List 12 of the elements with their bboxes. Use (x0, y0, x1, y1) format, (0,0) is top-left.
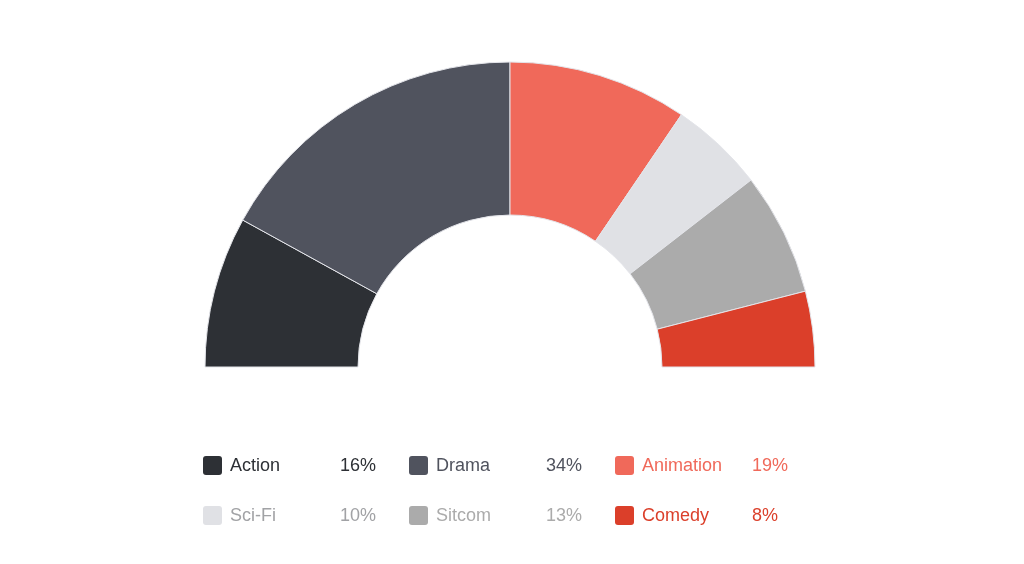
data-label: 16% (340, 454, 377, 476)
legend-label: Drama (436, 454, 491, 476)
data-label: 10% (340, 504, 377, 526)
data-label: 13% (546, 504, 583, 526)
data-label: 34% (546, 454, 583, 476)
legend-label: Sci-Fi (230, 504, 277, 526)
legend-label: Comedy (642, 504, 711, 526)
legend-label: Action (230, 454, 282, 476)
data-label: 19% (752, 454, 789, 476)
legend-label: Sitcom (436, 504, 492, 526)
legend-label: Animation (642, 454, 724, 476)
data-label: 8% (752, 504, 779, 526)
